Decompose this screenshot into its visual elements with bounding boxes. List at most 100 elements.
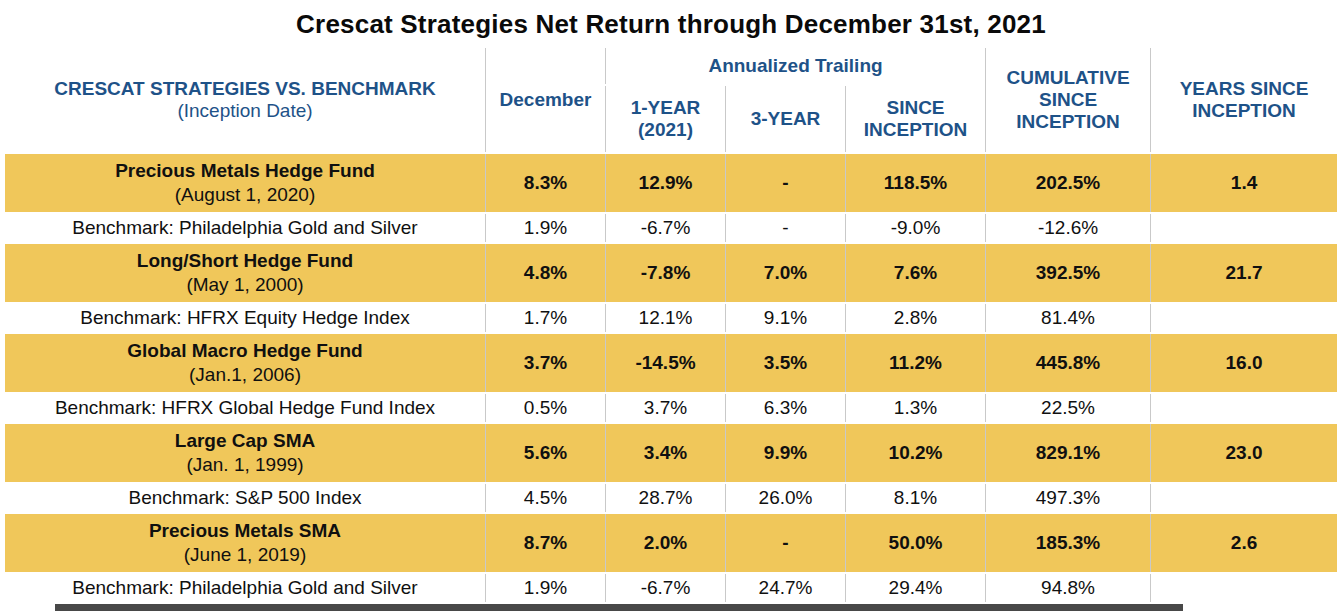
- benchmark-row: Benchmark: Philadelphia Gold and Silver1…: [5, 574, 1337, 602]
- fund-inception-date: (Jan. 1, 1999): [9, 453, 481, 477]
- fund-inception-date: (August 1, 2020): [9, 183, 481, 207]
- value-cell-december: 3.7%: [485, 334, 605, 392]
- value-cell-since-inception: 1.3%: [845, 394, 985, 422]
- fund-inception-date: (Jan.1, 2006): [9, 363, 481, 387]
- value-cell-december: 4.8%: [485, 244, 605, 302]
- fund-inception-date: (May 1, 2000): [9, 273, 481, 297]
- fund-row: Precious Metals Hedge Fund(August 1, 202…: [5, 154, 1337, 212]
- value-cell-december: 8.3%: [485, 154, 605, 212]
- strategy-name-cell: Large Cap SMA(Jan. 1, 1999): [5, 424, 485, 482]
- strategy-name-cell: Precious Metals Hedge Fund(August 1, 202…: [5, 154, 485, 212]
- value-cell-since-inception: -9.0%: [845, 214, 985, 242]
- value-cell-since-inception: 118.5%: [845, 154, 985, 212]
- report-page: Crescat Strategies Net Return through De…: [0, 0, 1342, 613]
- header-years-since-inception: YEARS SINCE INCEPTION: [1150, 48, 1337, 152]
- page-title: Crescat Strategies Net Return through De…: [0, 0, 1342, 40]
- value-cell-cumulative: -12.6%: [985, 214, 1150, 242]
- header-annualized-trailing-group: Annualized Trailing: [605, 48, 985, 84]
- cutoff-bottom-bar: [55, 604, 1183, 611]
- header-row-group: CRESCAT STRATEGIES VS. BENCHMARK (Incept…: [5, 48, 1337, 84]
- value-cell-one-year: -6.7%: [605, 574, 725, 602]
- value-cell-since-inception: 8.1%: [845, 484, 985, 512]
- value-cell-cumulative: 22.5%: [985, 394, 1150, 422]
- value-cell-years: 23.0: [1150, 424, 1337, 482]
- header-1-year: 1-YEAR (2021): [605, 86, 725, 152]
- value-cell-cumulative: 185.3%: [985, 514, 1150, 572]
- strategy-name-cell: Benchmark: Philadelphia Gold and Silver: [5, 214, 485, 242]
- value-cell-since-inception: 7.6%: [845, 244, 985, 302]
- value-cell-three-year: 9.9%: [725, 424, 845, 482]
- header-3-year: 3-YEAR: [725, 86, 845, 152]
- strategy-name-cell: Benchmark: S&P 500 Index: [5, 484, 485, 512]
- value-cell-since-inception: 50.0%: [845, 514, 985, 572]
- fund-row: Precious Metals SMA(June 1, 2019)8.7%2.0…: [5, 514, 1337, 572]
- value-cell-cumulative: 202.5%: [985, 154, 1150, 212]
- value-cell-one-year: 28.7%: [605, 484, 725, 512]
- value-cell-three-year: -: [725, 154, 845, 212]
- value-cell-since-inception: 29.4%: [845, 574, 985, 602]
- value-cell-since-inception: 11.2%: [845, 334, 985, 392]
- fund-name: Precious Metals SMA: [9, 519, 481, 543]
- value-cell-cumulative: 445.8%: [985, 334, 1150, 392]
- value-cell-december: 0.5%: [485, 394, 605, 422]
- fund-name: Precious Metals Hedge Fund: [9, 159, 481, 183]
- value-cell-cumulative: 829.1%: [985, 424, 1150, 482]
- fund-row: Long/Short Hedge Fund(May 1, 2000)4.8%-7…: [5, 244, 1337, 302]
- value-cell-three-year: 26.0%: [725, 484, 845, 512]
- benchmark-row: Benchmark: HFRX Equity Hedge Index1.7%12…: [5, 304, 1337, 332]
- value-cell-three-year: 6.3%: [725, 394, 845, 422]
- value-cell-december: 1.7%: [485, 304, 605, 332]
- header-december: December: [485, 48, 605, 152]
- fund-name: Large Cap SMA: [9, 429, 481, 453]
- value-cell-one-year: 3.7%: [605, 394, 725, 422]
- value-cell-one-year: 12.9%: [605, 154, 725, 212]
- value-cell-three-year: 3.5%: [725, 334, 845, 392]
- value-cell-years: [1150, 394, 1337, 422]
- benchmark-row: Benchmark: S&P 500 Index4.5%28.7%26.0%8.…: [5, 484, 1337, 512]
- header-since-inception: SINCE INCEPTION: [845, 86, 985, 152]
- header-strategy: CRESCAT STRATEGIES VS. BENCHMARK (Incept…: [5, 48, 485, 152]
- value-cell-one-year: -14.5%: [605, 334, 725, 392]
- value-cell-since-inception: 10.2%: [845, 424, 985, 482]
- table-body: Precious Metals Hedge Fund(August 1, 202…: [5, 154, 1337, 602]
- value-cell-december: 8.7%: [485, 514, 605, 572]
- header-cumulative-since-inception: CUMULATIVE SINCE INCEPTION: [985, 48, 1150, 152]
- value-cell-cumulative: 497.3%: [985, 484, 1150, 512]
- fund-name: Global Macro Hedge Fund: [9, 339, 481, 363]
- value-cell-three-year: -: [725, 214, 845, 242]
- strategy-name-cell: Global Macro Hedge Fund(Jan.1, 2006): [5, 334, 485, 392]
- value-cell-one-year: 2.0%: [605, 514, 725, 572]
- value-cell-cumulative: 81.4%: [985, 304, 1150, 332]
- value-cell-years: [1150, 574, 1337, 602]
- strategy-name-cell: Benchmark: Philadelphia Gold and Silver: [5, 574, 485, 602]
- benchmark-row: Benchmark: Philadelphia Gold and Silver1…: [5, 214, 1337, 242]
- header-strategy-line1: CRESCAT STRATEGIES VS. BENCHMARK: [54, 78, 435, 99]
- value-cell-one-year: 12.1%: [605, 304, 725, 332]
- value-cell-three-year: 24.7%: [725, 574, 845, 602]
- value-cell-three-year: 9.1%: [725, 304, 845, 332]
- strategy-name-cell: Precious Metals SMA(June 1, 2019): [5, 514, 485, 572]
- value-cell-cumulative: 392.5%: [985, 244, 1150, 302]
- header-strategy-line2: (Inception Date): [7, 100, 483, 122]
- value-cell-december: 1.9%: [485, 214, 605, 242]
- benchmark-row: Benchmark: HFRX Global Hedge Fund Index0…: [5, 394, 1337, 422]
- value-cell-december: 1.9%: [485, 574, 605, 602]
- value-cell-one-year: -7.8%: [605, 244, 725, 302]
- value-cell-december: 4.5%: [485, 484, 605, 512]
- value-cell-three-year: -: [725, 514, 845, 572]
- value-cell-years: 2.6: [1150, 514, 1337, 572]
- fund-row: Global Macro Hedge Fund(Jan.1, 2006)3.7%…: [5, 334, 1337, 392]
- value-cell-years: [1150, 214, 1337, 242]
- value-cell-since-inception: 2.8%: [845, 304, 985, 332]
- performance-table: CRESCAT STRATEGIES VS. BENCHMARK (Incept…: [5, 46, 1337, 604]
- value-cell-december: 5.6%: [485, 424, 605, 482]
- value-cell-cumulative: 94.8%: [985, 574, 1150, 602]
- strategy-name-cell: Benchmark: HFRX Equity Hedge Index: [5, 304, 485, 332]
- value-cell-years: 1.4: [1150, 154, 1337, 212]
- value-cell-one-year: 3.4%: [605, 424, 725, 482]
- fund-name: Long/Short Hedge Fund: [9, 249, 481, 273]
- fund-row: Large Cap SMA(Jan. 1, 1999)5.6%3.4%9.9%1…: [5, 424, 1337, 482]
- value-cell-years: [1150, 484, 1337, 512]
- value-cell-years: 21.7: [1150, 244, 1337, 302]
- strategy-name-cell: Benchmark: HFRX Global Hedge Fund Index: [5, 394, 485, 422]
